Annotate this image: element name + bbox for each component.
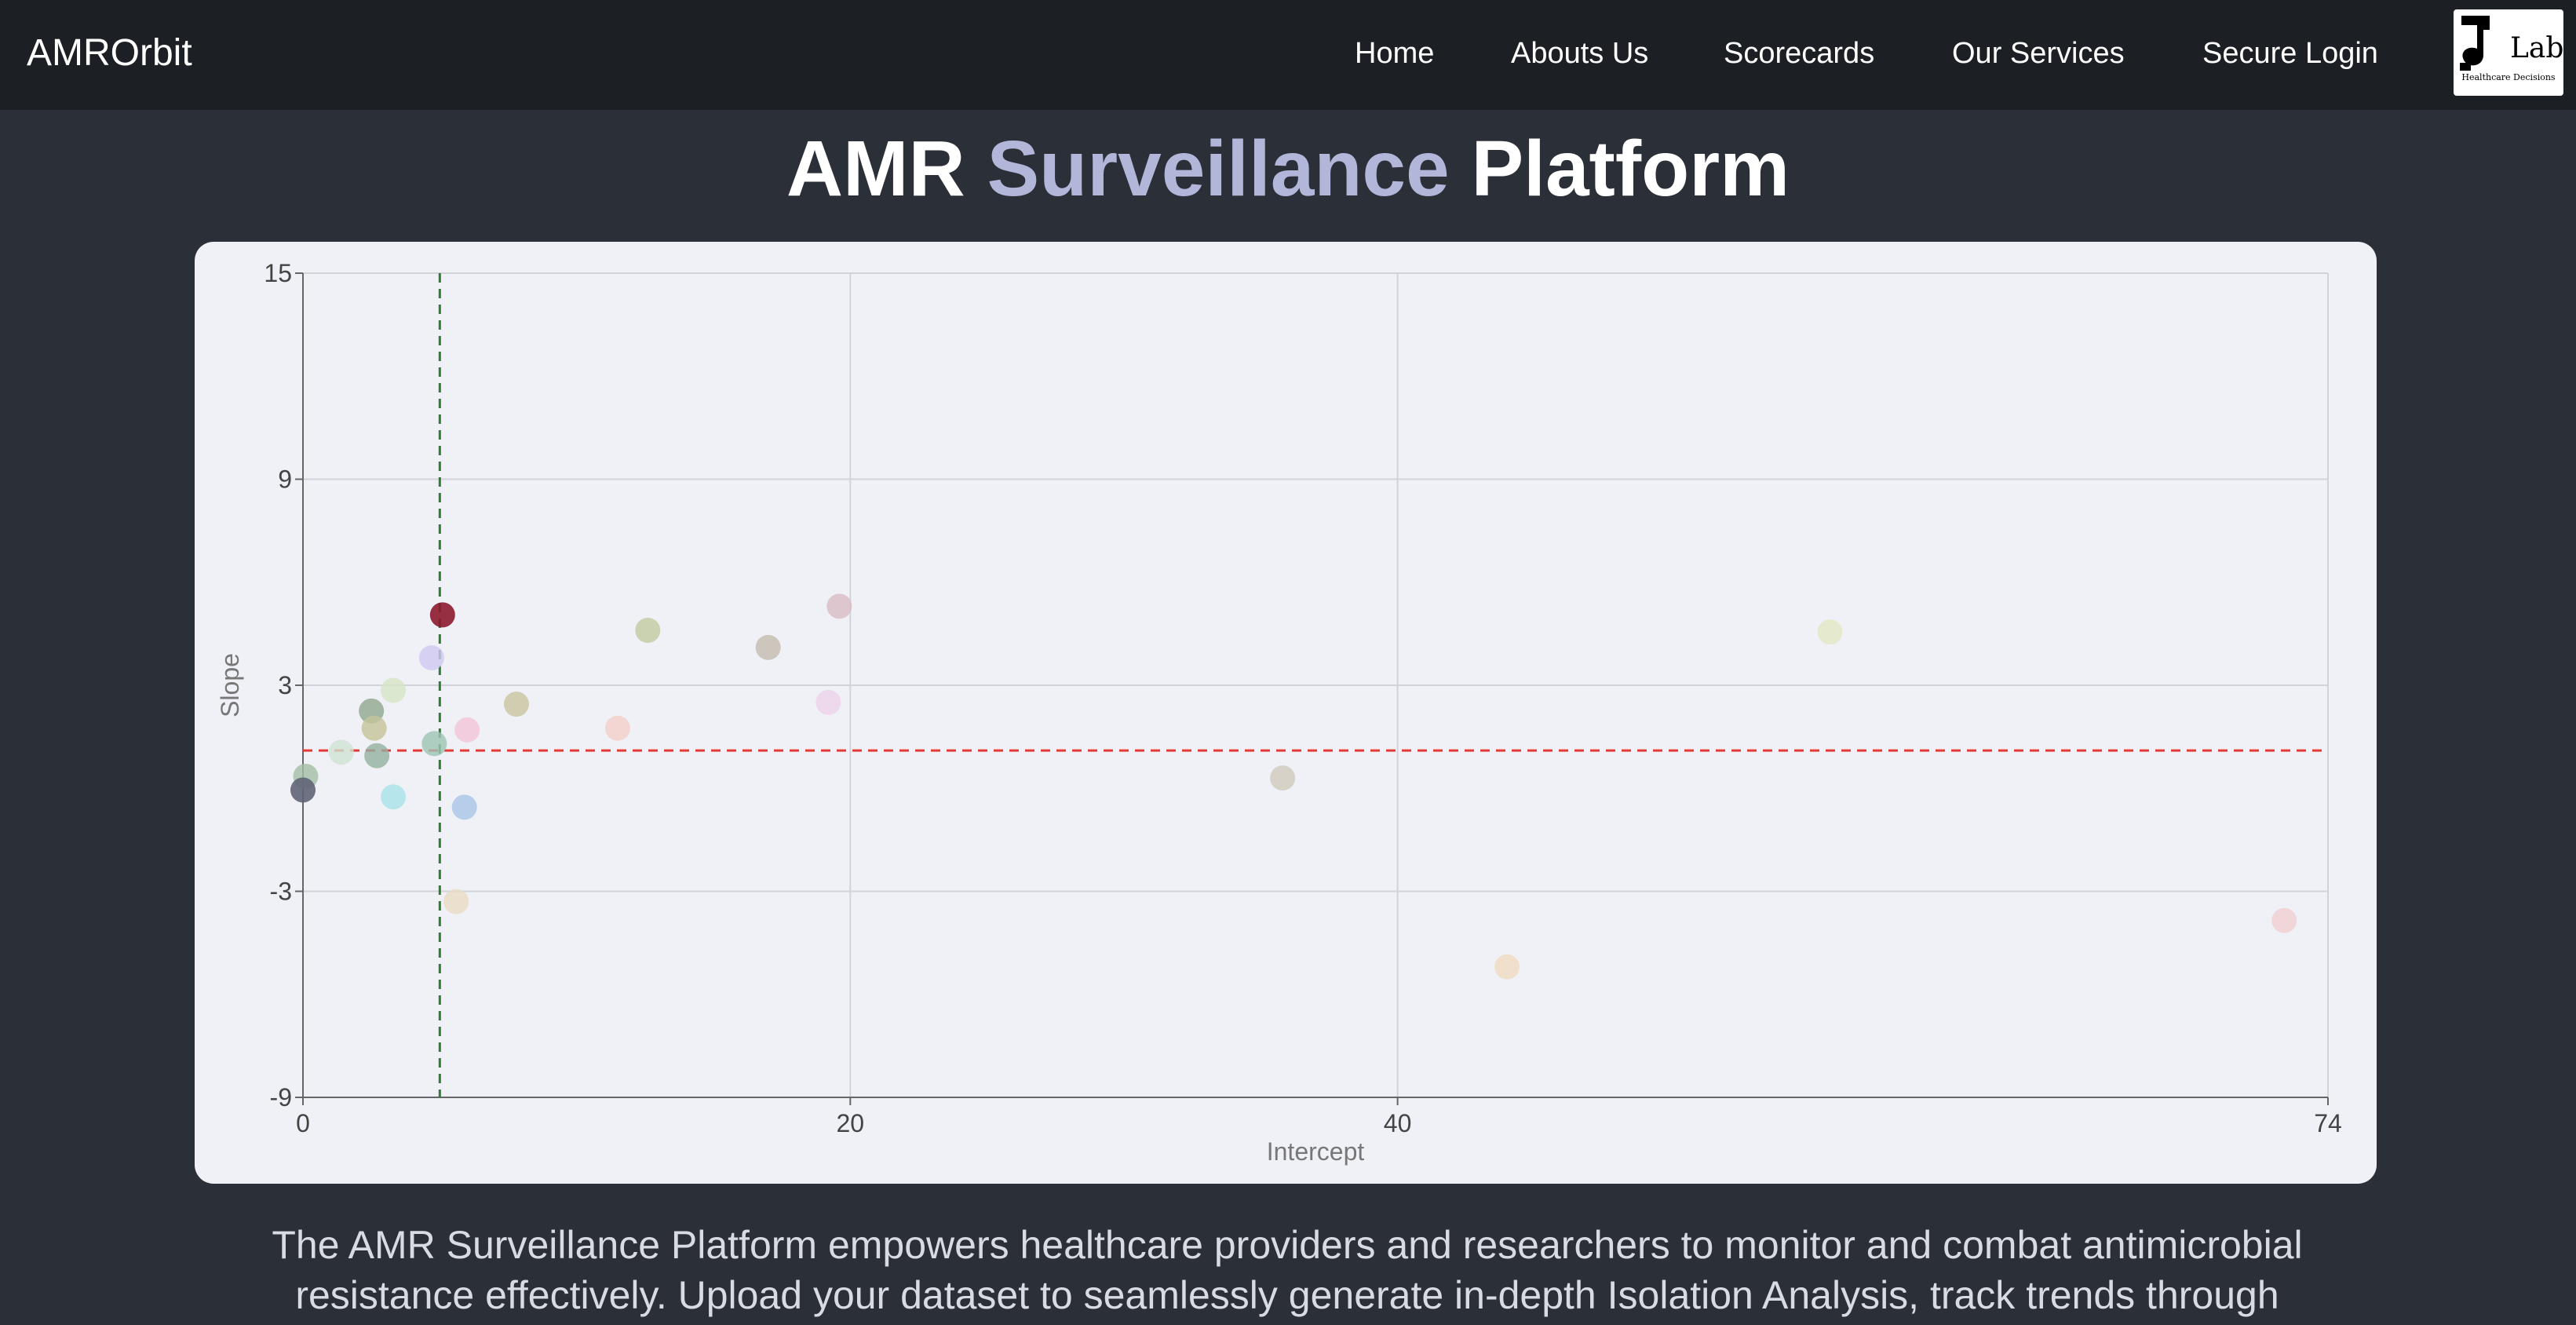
nav-link-secure-login[interactable]: Secure Login <box>2202 37 2378 70</box>
y-axis-title: Slope <box>216 653 244 717</box>
page-title: AMR Surveillance Platform <box>0 118 2576 220</box>
title-part-1: AMR <box>786 125 987 213</box>
scatter-point[interactable] <box>1494 954 1520 980</box>
scatter-chart: 15 9 3 -3 -90 20 40 74 Intercept Slope <box>216 259 2342 1166</box>
title-part-2: Platform <box>1449 125 1790 213</box>
x-tick-label: 74 <box>2314 1109 2342 1137</box>
intro-paragraph: The AMR Surveillance Platform empowers h… <box>272 1223 2303 1317</box>
y-tick-label: -3 <box>270 878 292 906</box>
scatter-point[interactable] <box>1270 765 1296 791</box>
lab-logo[interactable]: Lab Healthcare Decisions <box>2454 9 2563 96</box>
nav-link-about-us[interactable]: Abouts Us <box>1511 37 1649 70</box>
grid-lines <box>302 272 2329 1098</box>
scatter-point[interactable] <box>290 777 316 803</box>
scatter-point[interactable] <box>755 634 781 660</box>
brand-link[interactable]: AMROrbit <box>27 32 192 74</box>
scatter-point[interactable] <box>454 717 480 743</box>
title-accent: Surveillance <box>987 125 1450 213</box>
scatter-point[interactable] <box>503 692 529 717</box>
reference-lines <box>303 273 2328 1097</box>
nav-link-scorecards[interactable]: Scorecards <box>1724 37 1875 70</box>
x-tick-label: 20 <box>837 1109 865 1137</box>
scatter-point[interactable] <box>443 889 469 914</box>
scatter-point[interactable] <box>421 731 447 757</box>
logo-lab-text: Lab <box>2510 32 2564 64</box>
scatter-point[interactable] <box>604 715 630 741</box>
scatter-point[interactable] <box>381 677 407 703</box>
logo-subtext: Healthcare Decisions <box>2461 72 2556 82</box>
scatter-point[interactable] <box>328 739 354 765</box>
scatter-point[interactable] <box>418 645 444 670</box>
y-tick-label: 9 <box>278 465 292 494</box>
data-points <box>290 593 2297 980</box>
chart-card: 15 9 3 -3 -9 0 20 40 74 Intercept Slope <box>195 242 2377 1184</box>
scatter-point[interactable] <box>2271 907 2297 933</box>
y-tick-label: 15 <box>264 259 292 287</box>
y-tick-label: 3 <box>278 671 292 699</box>
navbar: AMROrbit Home Abouts Us Scorecards Our S… <box>0 0 2576 110</box>
scatter-point[interactable] <box>826 593 852 619</box>
scatter-point[interactable] <box>381 784 407 810</box>
scatter-point[interactable] <box>364 743 390 768</box>
nav-link-home[interactable]: Home <box>1355 37 1435 70</box>
lab-logo-mark <box>2460 16 2490 71</box>
y-tick-label: -9 <box>270 1083 292 1111</box>
scatter-point[interactable] <box>1817 619 1843 645</box>
scatter-point[interactable] <box>361 715 387 741</box>
x-tick-label: 40 <box>1384 1109 1412 1137</box>
scatter-point[interactable] <box>635 618 661 643</box>
scatter-point[interactable] <box>429 602 455 628</box>
axes <box>295 272 2329 1105</box>
nav-link-our-services[interactable]: Our Services <box>1952 37 2125 70</box>
x-axis-title: Intercept <box>1267 1137 1365 1166</box>
tick-labels: 15 9 3 -3 -90 20 40 74 <box>264 259 2341 1137</box>
scatter-point[interactable] <box>451 794 477 820</box>
scatter-point[interactable] <box>815 689 841 715</box>
x-tick-label: 0 <box>296 1109 310 1137</box>
